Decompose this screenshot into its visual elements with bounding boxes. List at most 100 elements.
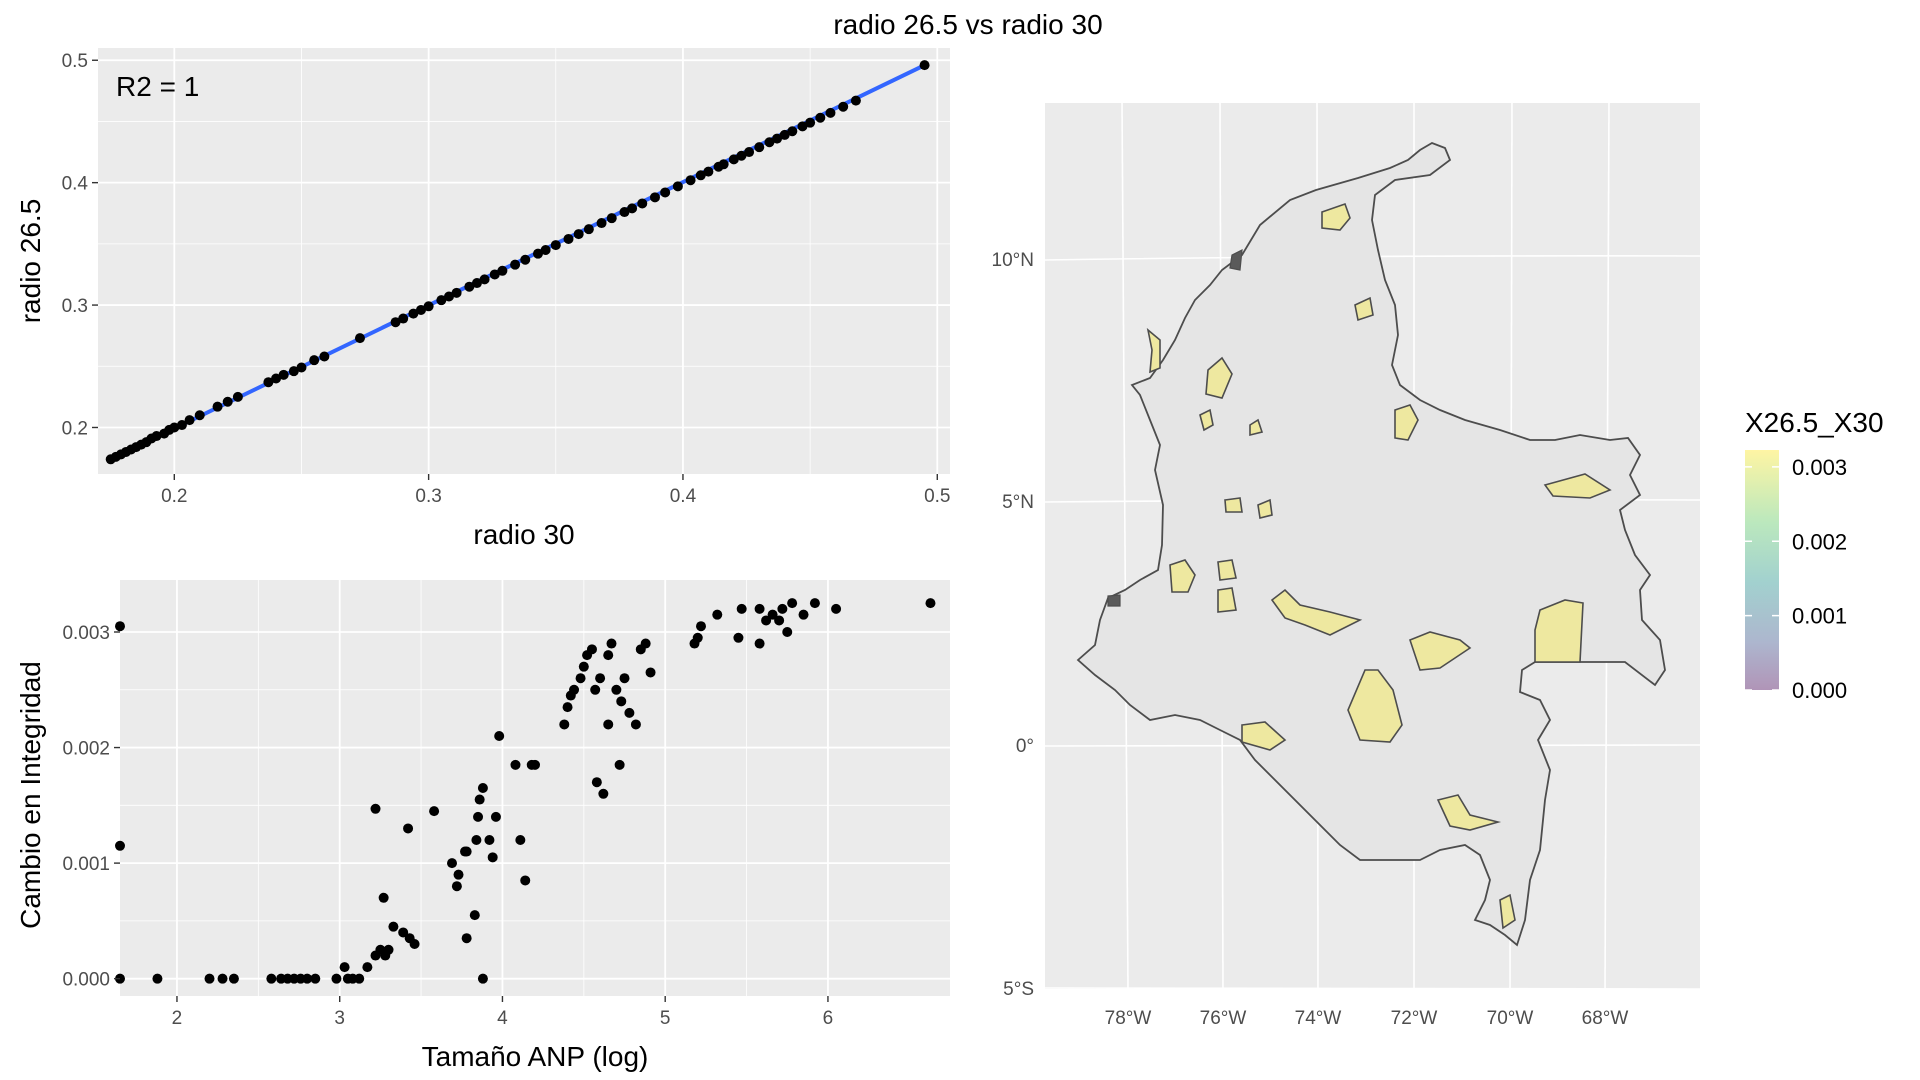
data-point [451,881,462,892]
data-point [787,598,798,609]
data-point [461,846,472,857]
data-point [217,973,228,984]
y-tick-label: 0.3 [62,296,88,317]
data-point [645,667,656,678]
lat-label-0: 0° [1016,736,1034,757]
data-point [619,673,630,684]
lon-label-68w: 68°W [1582,1008,1629,1029]
data-point [362,962,373,973]
legend-label: 0.001 [1792,604,1847,629]
data-point [712,609,723,620]
data-point [575,673,586,684]
legend-ticks: 0.003 0.002 0.001 0.000 [1745,455,1847,703]
data-point [562,702,573,713]
data-point [603,650,614,661]
data-point [222,396,233,407]
data-point [473,811,484,822]
data-point [573,229,584,240]
data-point [310,973,321,984]
x-tick-label: 4 [497,1008,508,1029]
data-point [302,973,313,984]
data-point [815,112,826,123]
data-point [598,788,609,799]
data-point [640,638,651,649]
data-point [728,154,739,165]
legend: X26.5_X30 0.003 0.002 0.001 0.000 [1745,407,1884,703]
data-point [494,731,505,741]
data-point [787,126,798,137]
data-point [540,244,551,255]
data-point [461,933,472,944]
legend-label: 0.000 [1792,678,1847,703]
data-point [152,973,163,984]
data-point [718,159,729,170]
data-point [603,719,614,730]
data-point [469,910,480,921]
data-point [695,170,706,181]
y-tick-label: 0.003 [62,623,110,644]
x-tick-label: 0.2 [161,486,187,507]
data-point [637,198,648,209]
data-point [296,362,307,373]
data-point [451,287,462,298]
data-point [761,615,772,626]
data-point [805,117,816,128]
data-point [649,192,660,203]
data-point [660,187,671,198]
map-panel: 78°W 76°W 74°W 72°W 70°W 68°W 10°N 5°N 0… [992,102,1701,1029]
data-point [415,304,426,315]
top-y-ticks: 0.2 0.3 0.4 0.5 [62,51,98,439]
data-point [754,603,765,614]
data-point [398,927,409,938]
data-point [204,973,215,984]
y-tick-label: 0.4 [62,174,89,195]
lat-label-10n: 10°N [992,250,1034,271]
data-point [510,759,521,770]
data-point [777,603,788,614]
data-point [409,939,420,949]
data-point [611,684,622,695]
data-point [489,269,500,280]
x-tick-label: 0.3 [415,486,441,507]
data-point [319,351,330,362]
data-point [309,355,320,366]
data-point [263,377,274,388]
lat-label-5n: 5°N [1002,492,1034,513]
y-tick-label: 0.5 [62,51,88,72]
data-point [453,869,464,880]
lon-label-78w: 78°W [1105,1008,1152,1029]
data-point [115,621,125,632]
data-point [627,203,638,214]
bottom-x-ticks: 2 3 4 5 6 [172,996,834,1029]
data-point [510,259,521,270]
data-point [370,803,381,814]
data-point [559,719,570,730]
data-point [590,684,601,695]
data-point [515,835,526,845]
data-point [736,150,747,161]
data-point [754,638,765,649]
lon-label-76w: 76°W [1200,1008,1247,1029]
colombia-outline [1076,142,1666,947]
data-point [403,823,414,834]
data-point [408,308,419,319]
data-point [443,291,454,302]
data-point [490,811,501,822]
data-point [388,921,399,932]
data-point [825,107,836,118]
data-point [672,181,683,192]
top-grid [98,48,950,474]
x-tick-label: 6 [823,1008,834,1029]
bottom-panel-background [120,580,950,996]
data-point [696,621,706,632]
legend-title: X26.5_X30 [1745,407,1884,438]
y-tick-label: 0.000 [62,970,110,991]
data-point [606,638,617,649]
data-point [266,973,277,984]
data-point [595,673,606,684]
data-point [591,777,602,788]
top-points [105,60,930,465]
data-point [772,133,783,144]
data-point [692,632,703,643]
